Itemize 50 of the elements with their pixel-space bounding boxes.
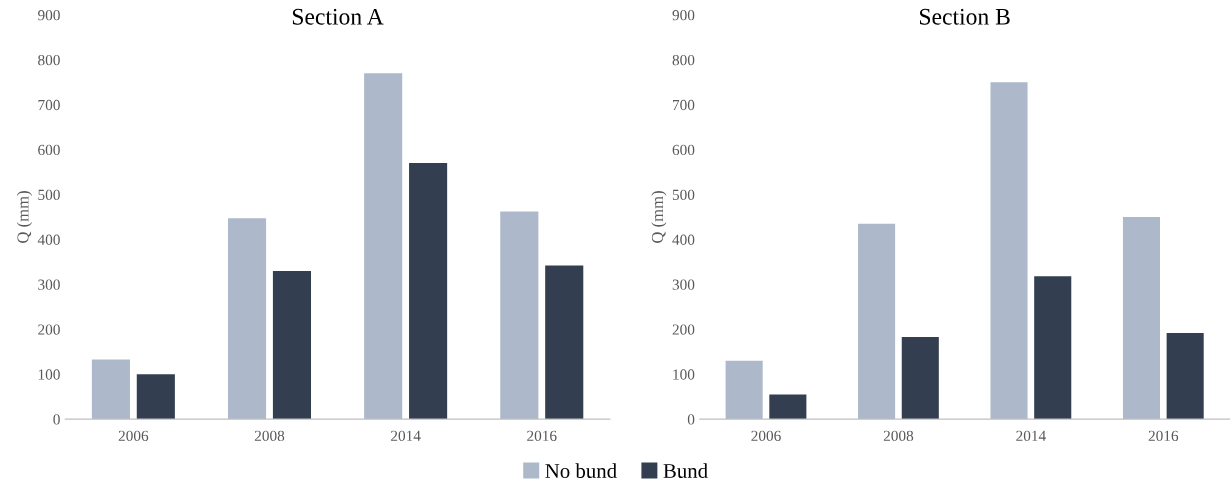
y-tick-label: 100 (38, 369, 60, 380)
y-tick-label: 600 (38, 144, 60, 156)
y-tick-label: 0 (53, 414, 60, 425)
chart-title: Section A (292, 8, 384, 25)
bar (227, 218, 267, 420)
bar (1122, 217, 1161, 420)
bar (500, 211, 539, 420)
legend-label: Bund (663, 463, 708, 478)
x-tick-label: 2006 (118, 430, 149, 441)
y-tick-label: 500 (38, 189, 60, 200)
y-tick-label: 200 (38, 324, 60, 335)
bar (364, 73, 403, 420)
y-tick-label: 800 (38, 54, 60, 66)
bar (901, 336, 939, 420)
y-axis-title: Q (mm) (16, 191, 32, 243)
y-tick-label: 900 (38, 10, 60, 21)
bar (272, 270, 312, 420)
legend-label: No bund (545, 463, 617, 478)
bar (769, 394, 807, 420)
bar (725, 360, 763, 420)
chart-title: Section B (920, 8, 1010, 25)
y-tick-label: 300 (38, 279, 60, 290)
x-tick-label: 2006 (751, 430, 781, 441)
x-tick-label: 2016 (1148, 430, 1179, 441)
bar (409, 163, 448, 420)
bar (1166, 332, 1204, 420)
x-tick-label: 2016 (527, 430, 557, 441)
y-tick-label: 700 (673, 99, 695, 111)
y-tick-label: 700 (38, 99, 60, 111)
y-tick-label: 800 (672, 54, 695, 66)
y-tick-label: 900 (672, 10, 695, 21)
y-tick-label: 500 (672, 189, 695, 200)
y-tick-label: 200 (672, 324, 695, 335)
bar (545, 265, 584, 420)
y-tick-label: 400 (37, 234, 60, 245)
bar (858, 223, 896, 420)
y-axis-title: Q (mm) (651, 191, 667, 243)
x-tick-label: 2008 (254, 430, 285, 441)
bar (136, 374, 175, 420)
bar (91, 359, 130, 420)
y-tick-label: 0 (687, 414, 695, 425)
y-tick-label: 400 (672, 234, 695, 245)
x-tick-label: 2014 (1016, 430, 1046, 441)
x-tick-label: 2014 (391, 430, 421, 441)
x-tick-label: 2008 (883, 430, 914, 441)
y-tick-label: 300 (672, 279, 695, 290)
y-tick-label: 600 (672, 144, 695, 156)
y-tick-label: 100 (673, 369, 695, 380)
bar (990, 82, 1028, 420)
bar (1034, 276, 1072, 420)
